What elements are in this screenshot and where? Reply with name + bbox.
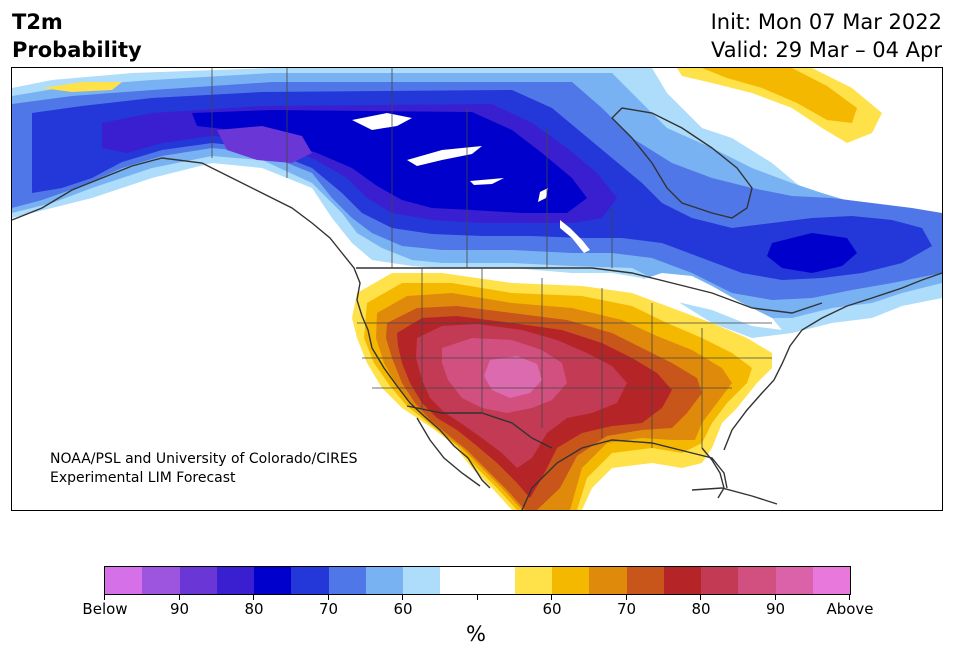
colorbar-tick-label: 70 — [616, 600, 637, 618]
colorbar-swatch — [440, 567, 478, 594]
credit-line-1: NOAA/PSL and University of Colorado/CIRE… — [50, 451, 358, 467]
colorbar-swatch — [105, 567, 143, 594]
colorbar-tick — [849, 594, 850, 600]
colorbar-swatch — [216, 567, 254, 594]
colorbar-swatch — [403, 567, 441, 594]
colorbar-tick — [774, 594, 776, 600]
gulf-coast — [521, 439, 728, 510]
colorbar-tick-label: Below — [82, 600, 128, 618]
colorbar-swatch — [142, 567, 180, 594]
colorbar-tick-label: 60 — [542, 600, 562, 618]
colorbar-tick-label: Above — [826, 600, 874, 618]
below-80-east — [767, 233, 857, 273]
colorbar-tick-label: 60 — [393, 600, 413, 618]
colorbar-swatch — [589, 567, 627, 594]
lake-winnipeg — [560, 220, 590, 253]
init-date: Init: Mon 07 Mar 2022 — [710, 10, 942, 34]
colorbar-tick — [253, 594, 254, 600]
colorbar-tick — [178, 594, 180, 600]
colorbar-tick — [551, 594, 552, 600]
forecast-dates: Init: Mon 07 Mar 2022 Valid: 29 Mar – 04… — [711, 8, 942, 64]
us-mexico-border — [406, 405, 553, 449]
coastlines — [12, 107, 942, 510]
colorbar-swatch — [514, 567, 552, 594]
greenland-above-40 — [702, 68, 857, 123]
colorbar-tick-label: 90 — [765, 600, 786, 618]
colorbar-swatch — [179, 567, 217, 594]
cuba — [691, 487, 778, 505]
colorbar-unit: % — [466, 622, 486, 646]
colorbar-swatch — [477, 567, 515, 594]
colorbar-tick-label: 70 — [318, 600, 339, 618]
above-max-region — [484, 356, 542, 398]
colorbar-swatch — [663, 567, 701, 594]
colorbar-tick-label: 80 — [244, 600, 264, 618]
great-slave-lake — [407, 146, 482, 166]
baja — [416, 417, 481, 487]
colorbar-tick-label: 80 — [691, 600, 711, 618]
state-province-borders — [211, 68, 772, 448]
colorbar-swatch — [365, 567, 403, 594]
below-90-region — [217, 126, 312, 163]
greenland-above-30 — [677, 68, 882, 143]
map-credit: NOAA/PSL and University of Colorado/CIRE… — [50, 450, 358, 488]
probability-map-graphic — [12, 68, 942, 510]
colorbar-swatch — [254, 567, 292, 594]
colorbar-swatch — [812, 567, 850, 594]
title-line-2: Probability — [12, 38, 142, 62]
alaska-above-30 — [42, 82, 122, 92]
lake-athabasca — [470, 178, 504, 185]
probability-colorbar — [104, 566, 851, 595]
colorbar-tick-label: 90 — [169, 600, 190, 618]
colorbar-swatch — [701, 567, 739, 594]
great-bear-lake — [352, 113, 412, 130]
title-line-1: T2m — [12, 10, 63, 34]
colorbar-swatch — [291, 567, 329, 594]
colorbar-tick — [700, 594, 701, 600]
valid-range: Valid: 29 Mar – 04 Apr — [711, 38, 942, 62]
forecast-map: NOAA/PSL and University of Colorado/CIRE… — [11, 67, 943, 511]
colorbar-tick — [476, 594, 478, 600]
pacific-coast — [12, 157, 491, 489]
colorbar-tick — [104, 594, 105, 600]
colorbar-swatch — [626, 567, 664, 594]
us-canada-border — [356, 267, 823, 314]
credit-line-2: Experimental LIM Forecast — [50, 470, 236, 486]
colorbar-swatch — [775, 567, 813, 594]
colorbar-swatch — [328, 567, 366, 594]
colorbar-tick — [327, 594, 329, 600]
colorbar-swatch — [552, 567, 590, 594]
florida — [701, 447, 725, 499]
atlantic-coast — [723, 272, 942, 451]
colorbar-swatch — [738, 567, 776, 594]
colorbar-tick — [402, 594, 403, 600]
lake-winnipegosis — [538, 188, 548, 202]
colorbar-tick — [625, 594, 627, 600]
great-lakes — [632, 273, 782, 330]
map-title: T2m Probability — [12, 8, 142, 64]
hudson-bay — [611, 107, 753, 219]
